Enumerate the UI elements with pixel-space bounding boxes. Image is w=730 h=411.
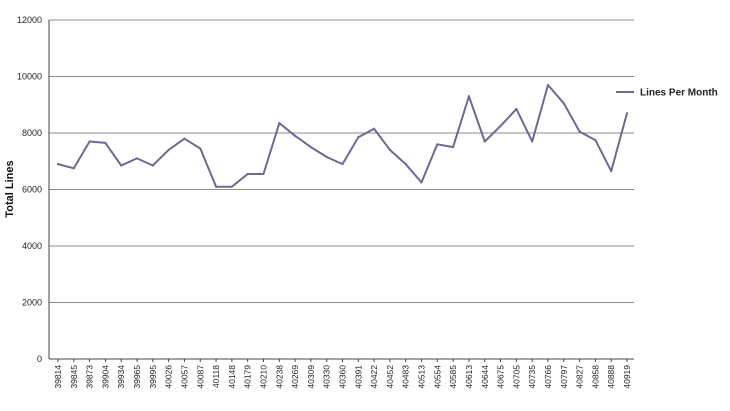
x-tick-label: 40585 <box>448 365 458 389</box>
data-point <box>151 164 154 167</box>
data-point <box>515 107 518 111</box>
x-tick-label: 40735 <box>527 365 537 389</box>
data-point <box>199 147 202 150</box>
data-point <box>214 185 218 188</box>
x-tick-label: 40613 <box>464 365 474 389</box>
data-point <box>594 138 597 142</box>
x-tick-label: 40391 <box>353 365 363 389</box>
x-tick-label: 40888 <box>606 365 616 389</box>
y-tick-label: 8000 <box>22 128 42 138</box>
x-tick-label: 40118 <box>211 365 221 388</box>
y-tick-label: 0 <box>37 354 42 364</box>
data-point <box>546 83 550 87</box>
x-tick-label: 39934 <box>116 365 126 389</box>
x-tick-label: 40057 <box>179 365 189 389</box>
x-tick-label: 40422 <box>369 365 379 389</box>
y-tick-label: 12000 <box>17 15 42 25</box>
y-tick-label: 2000 <box>22 298 42 308</box>
data-point <box>293 134 297 137</box>
x-tick-label: 39904 <box>100 365 110 389</box>
data-point <box>357 136 360 139</box>
x-tick-label: 40026 <box>164 365 174 389</box>
x-tick-label: 40452 <box>385 365 395 389</box>
x-tick-label: 40675 <box>496 365 506 389</box>
y-tick-label: 4000 <box>22 241 42 251</box>
series-line-lines-per-month <box>57 84 628 188</box>
data-point <box>246 172 249 176</box>
data-point <box>562 102 565 105</box>
data-point <box>467 95 471 98</box>
data-point <box>404 162 407 166</box>
x-tick-label: 39814 <box>53 365 63 389</box>
data-point <box>341 162 344 166</box>
x-tick-label: 40797 <box>559 365 569 389</box>
data-point <box>135 157 139 160</box>
data-point <box>167 148 170 152</box>
data-point <box>373 127 376 130</box>
x-tick-label: 40330 <box>322 365 332 389</box>
data-point <box>531 140 534 143</box>
x-tick-label: 40858 <box>590 365 600 389</box>
data-point <box>420 181 423 184</box>
data-point <box>610 170 613 173</box>
x-tick-label: 40309 <box>306 365 316 389</box>
data-point <box>325 155 328 159</box>
x-tick-label: 40766 <box>543 365 553 389</box>
x-tick-label: 40269 <box>290 365 300 389</box>
x-tick-label: 40919 <box>622 365 632 389</box>
legend-label: Lines Per Month <box>640 88 718 99</box>
data-point <box>183 137 186 140</box>
data-point <box>230 185 233 188</box>
data-point <box>88 140 91 143</box>
data-point <box>499 124 502 128</box>
data-point <box>625 112 629 115</box>
y-tick-label: 10000 <box>17 72 42 82</box>
gridlines <box>49 19 634 360</box>
data-point <box>309 146 312 149</box>
x-tick-label: 40644 <box>480 365 490 389</box>
x-tick-label: 40238 <box>274 365 284 389</box>
y-axis-title: Total Lines <box>4 160 16 217</box>
data-point <box>120 164 123 167</box>
x-tick-label: 39995 <box>148 365 158 389</box>
data-point <box>436 143 439 146</box>
x-tick-label: 40483 <box>401 365 411 389</box>
x-tick-label: 40210 <box>258 365 268 389</box>
x-tick-label: 39845 <box>69 365 79 389</box>
x-tick-label: 40554 <box>432 365 442 389</box>
legend: Lines Per Month <box>616 88 718 99</box>
data-point <box>104 141 107 144</box>
x-tick-label: 40705 <box>511 365 521 389</box>
y-axis: 0 2000 4000 6000 8000 10000 12000 <box>17 15 50 364</box>
x-tick-label: 40360 <box>338 365 348 389</box>
x-tick-label: 40087 <box>195 365 205 389</box>
x-tick-label: 40148 <box>227 365 237 389</box>
data-point <box>262 172 265 176</box>
data-point <box>56 162 60 166</box>
x-tick-label: 39873 <box>85 365 95 389</box>
x-axis: 39814 39845 39873 39904 39934 39965 39995 40026… <box>53 359 632 389</box>
x-tick-label: 39965 <box>132 365 142 389</box>
data-point <box>278 122 281 125</box>
x-tick-label: 40513 <box>417 365 427 389</box>
data-point <box>452 146 455 149</box>
data-point <box>388 148 392 152</box>
data-point <box>483 140 486 143</box>
series-layer <box>56 83 629 188</box>
data-point <box>578 130 581 133</box>
x-tick-label: 40179 <box>243 365 253 389</box>
x-tick-label: 40827 <box>575 365 585 389</box>
y-tick-label: 6000 <box>22 185 42 195</box>
data-point <box>72 167 75 170</box>
